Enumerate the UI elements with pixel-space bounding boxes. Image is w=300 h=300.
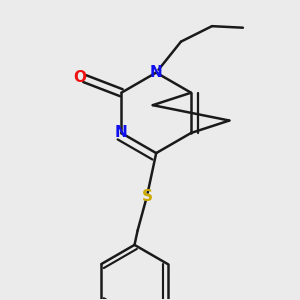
Text: O: O [73, 70, 86, 85]
Text: N: N [150, 65, 163, 80]
Text: S: S [141, 189, 152, 204]
Text: N: N [115, 125, 128, 140]
